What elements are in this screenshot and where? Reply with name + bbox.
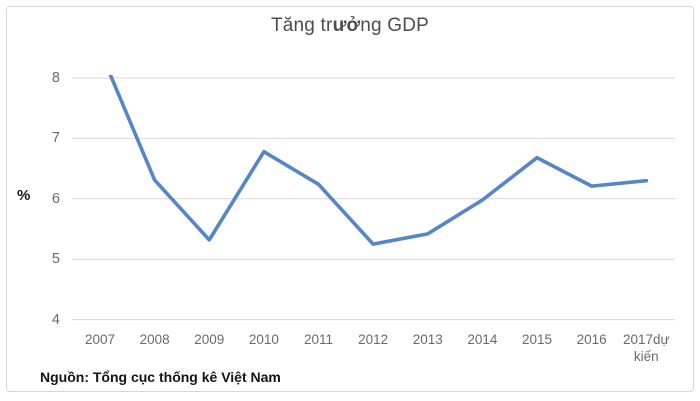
x-tick-label: 2011 [304,332,334,347]
y-tick-label: 8 [51,70,60,86]
y-tick-label: 4 [51,311,60,328]
y-axis-unit-label: % [17,187,31,204]
y-tick-label: 6 [51,190,60,207]
y-tick-label: 7 [51,130,60,147]
x-tick-label: 2012 [358,332,389,347]
title-segment: ng GDP [360,15,430,36]
x-tick-label: 2008 [139,332,170,347]
x-tick-label: 2007 [84,332,116,347]
title-segment: ưở [332,15,361,36]
x-tick-label: 2015 [522,332,553,347]
chart-title: Tăng trưởng GDP [0,15,700,37]
x-tick-label: 2017dự kiến [623,332,670,364]
x-tick-label: 2010 [248,332,279,347]
x-tick-label: 2013 [412,332,443,347]
gdp-line-series [108,75,649,246]
source-note: Nguồn: Tổng cục thống kê Việt Nam [40,369,281,385]
x-tick-label: 2014 [467,332,498,347]
y-tick-label: 5 [51,251,60,268]
x-tick-label: 2009 [194,332,225,347]
x-tick-label: 2016 [576,332,607,347]
title-segment: Tăng tr [270,15,333,36]
